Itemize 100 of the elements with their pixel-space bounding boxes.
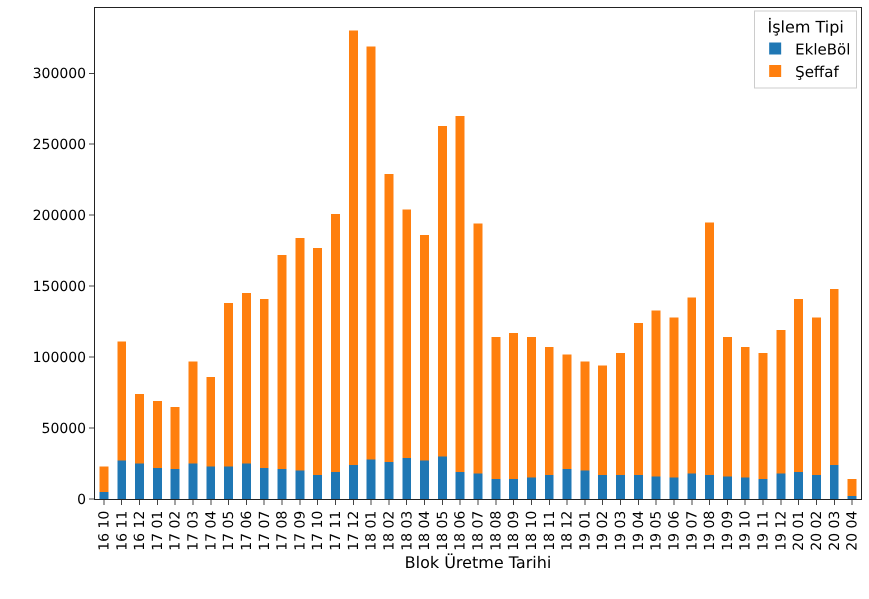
bar [722, 337, 732, 476]
bar [206, 376, 216, 466]
bar [776, 473, 786, 499]
bar [384, 174, 394, 462]
x-tick-label: 19 11 [756, 510, 772, 551]
bar [152, 468, 162, 499]
bar [260, 468, 269, 499]
bar [776, 330, 786, 474]
bar [848, 496, 857, 499]
bar [687, 473, 696, 499]
bar [224, 466, 234, 499]
bar [634, 474, 643, 499]
legend-label: EkleBöl [795, 40, 850, 58]
bar [544, 347, 554, 475]
bar [206, 466, 216, 499]
bar [331, 214, 340, 472]
x-tick-label: 18 03 [399, 510, 416, 551]
bar [331, 472, 340, 499]
x-tick-label: 18 07 [470, 510, 487, 551]
bar [598, 474, 608, 499]
bar [384, 462, 394, 499]
bar [348, 464, 358, 499]
bar [474, 224, 482, 474]
bar [366, 46, 376, 460]
bar [438, 456, 447, 499]
x-tick-label: 19 07 [684, 510, 700, 551]
x-tick-label: 17 04 [203, 510, 220, 551]
x-tick-label: 18 10 [524, 510, 540, 551]
bar [830, 288, 839, 465]
x-tick-label: 17 03 [186, 510, 202, 551]
bar [278, 254, 286, 470]
bar [509, 332, 518, 480]
y-tick-label: 300000 [32, 66, 86, 82]
x-tick-label: 16 11 [114, 510, 130, 551]
bar [562, 354, 572, 470]
bar [402, 458, 412, 499]
bar [794, 472, 804, 499]
bar [758, 479, 768, 499]
bar [491, 479, 500, 499]
x-tick-label: 19 10 [738, 510, 754, 551]
x-tick-label: 18 01 [364, 510, 380, 551]
bar [580, 361, 590, 471]
bar [740, 478, 750, 499]
x-tick-label: 19 03 [613, 510, 630, 551]
bar [562, 469, 572, 499]
x-tick-label: 19 08 [702, 510, 718, 551]
x-tick-label: 19 01 [577, 510, 594, 551]
bar [366, 459, 376, 499]
x-tick-label: 19 02 [595, 510, 612, 551]
bar [491, 337, 500, 480]
x-tick-label: 17 09 [292, 510, 308, 551]
bar [848, 479, 857, 496]
bar [170, 406, 180, 470]
x-tick-label: 17 01 [150, 510, 166, 551]
bar [313, 248, 322, 475]
bar [117, 341, 126, 461]
x-tick-label: 20 04 [844, 510, 861, 551]
bar [670, 478, 678, 499]
x-tick-label: 17 12 [346, 510, 362, 551]
bar [152, 401, 162, 468]
x-tick-label: 17 08 [274, 510, 291, 551]
y-tick-label: 50000 [42, 420, 86, 437]
bar [117, 460, 126, 499]
x-tick-label: 17 02 [168, 510, 184, 551]
y-tick-label: 150000 [32, 279, 86, 296]
bar [705, 222, 714, 475]
bar [313, 474, 322, 499]
bar [670, 317, 678, 478]
bar [794, 298, 804, 472]
bar [705, 474, 714, 499]
bar [456, 472, 465, 499]
x-tick-label: 17 05 [221, 510, 238, 551]
y-tick-label: 0 [77, 492, 86, 508]
x-tick-label: 18 05 [434, 510, 451, 551]
y-tick-label: 250000 [32, 137, 86, 154]
x-tick-label: 19 05 [648, 510, 665, 551]
x-tick-label: 20 01 [791, 510, 808, 551]
bar [740, 347, 750, 478]
bar [188, 464, 198, 499]
x-tick-label: 20 02 [809, 510, 826, 551]
bar [652, 310, 661, 476]
bar [474, 473, 482, 499]
bar [722, 476, 732, 499]
bar [278, 469, 286, 499]
bar [687, 297, 696, 474]
bar [99, 466, 108, 492]
bar [812, 474, 821, 499]
x-tick-label: 18 04 [417, 510, 434, 551]
bar [812, 317, 821, 475]
bar [260, 298, 269, 468]
bar [420, 460, 430, 499]
x-tick-label: 16 12 [132, 510, 148, 551]
bar [634, 323, 643, 475]
bar [616, 474, 625, 499]
bar [438, 126, 447, 456]
x-tick-label: 16 10 [96, 510, 112, 551]
y-tick-label: 100000 [32, 350, 86, 366]
x-tick-label: 19 09 [720, 510, 736, 551]
bar [598, 366, 608, 475]
x-tick-label: 18 12 [560, 510, 576, 551]
